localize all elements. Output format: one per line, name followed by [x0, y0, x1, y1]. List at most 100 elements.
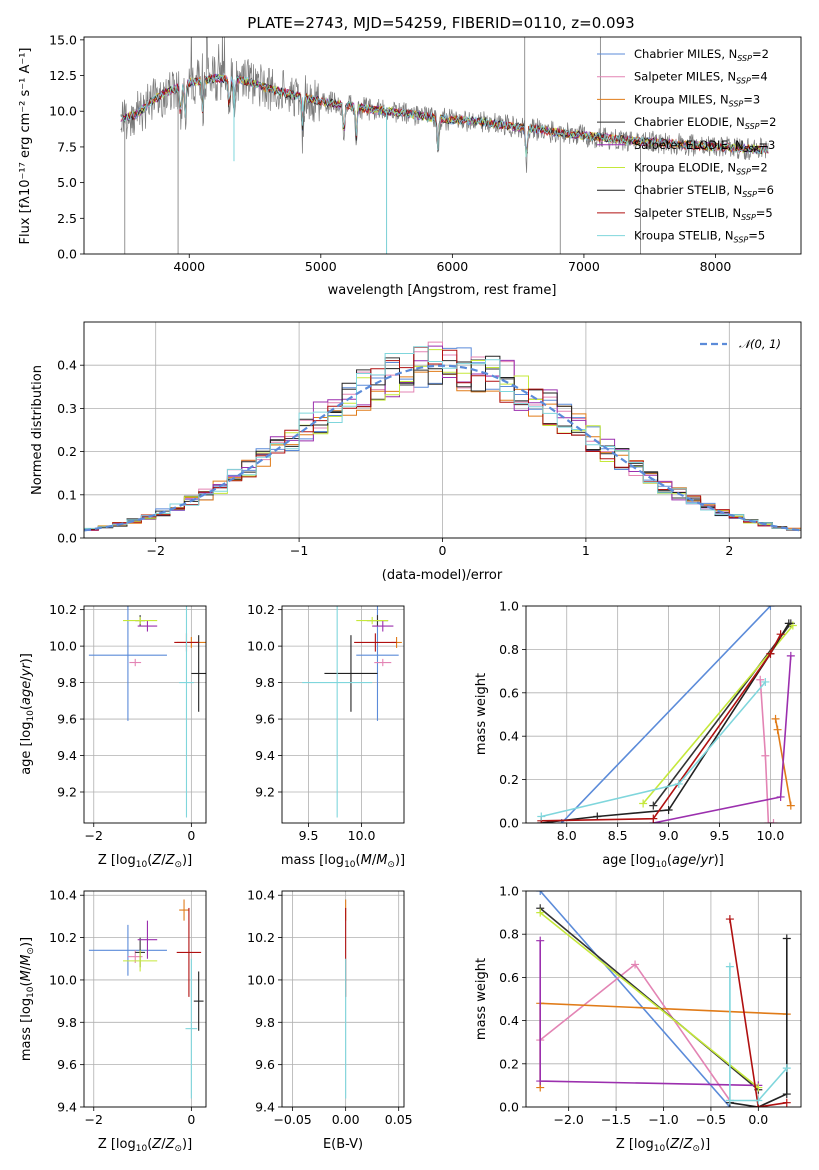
x-tick-label: 9.5 — [299, 828, 319, 843]
axes-frame — [281, 890, 405, 1108]
y-tick-label: 0.8 — [499, 927, 519, 942]
series-marker — [674, 779, 683, 788]
series-marker — [786, 651, 795, 660]
series-line — [642, 624, 794, 805]
y-tick-label: 0.6 — [499, 970, 519, 985]
x-tick-label: −1 — [290, 543, 308, 558]
x-tick-label: 8.0 — [557, 828, 577, 843]
y-tick-label: 0.8 — [499, 642, 519, 657]
spectrum-legend: Chabrier MILES, NSSP=2 Salpeter MILES, NS… — [597, 47, 776, 245]
legend-entry: Salpeter ELODIE, NSSP=3 — [634, 138, 775, 154]
plot-area — [88, 899, 204, 1099]
y-tick-label: 9.2 — [255, 785, 275, 800]
y-tick-label: 9.6 — [57, 1057, 77, 1072]
series-marker — [649, 801, 658, 810]
y-tick-label: 10.4 — [247, 888, 275, 903]
y-tick-label: 0.2 — [499, 1056, 519, 1071]
legend-entry: Salpeter STELIB, NSSP=5 — [634, 206, 773, 222]
x-axis-label: age [log10(age/yr)] — [602, 853, 724, 870]
x-tick-label: −2 — [146, 543, 164, 558]
x-tick-label: 1 — [582, 543, 590, 558]
plot-spectrum: 4000 5000 6000 7000 8000 0.0 2.5 5.0 7.5 10.0 12.5… — [18, 32, 802, 298]
x-tick-label: 8.5 — [608, 828, 628, 843]
axes-frame — [83, 321, 802, 539]
axes-frame — [525, 890, 802, 1108]
x-tick-label: −2 — [85, 828, 103, 843]
series-marker — [782, 1064, 791, 1073]
y-axis-label: mass [log10(M/M⊙)] — [19, 937, 36, 1061]
series-line — [729, 966, 788, 1102]
axes-frame — [83, 36, 802, 255]
y-tick-label: 0.6 — [499, 685, 519, 700]
plot-mass-weight-vs-z: −2.0 −1.5 −1.0 −0.5 0.0 0.0 0.2 0.4 0.6 0.8 1.0 Z [… — [474, 884, 802, 1154]
x-tick-label: 2 — [725, 543, 733, 558]
x-tick-label: 0 — [187, 1112, 195, 1127]
plot-age-vs-z: −2 0 9.2 9.4 9.6 9.8 10.0 10.2 Z [log10(Z/Z⊙)] ag… — [19, 602, 207, 870]
y-tick-label: 9.4 — [57, 1100, 77, 1115]
model-spectrum-line — [120, 74, 769, 158]
y-tick-label: 0.4 — [57, 358, 77, 373]
y-tick-label: 10.0 — [49, 972, 77, 987]
series-marker — [664, 805, 673, 814]
series-line — [561, 606, 771, 823]
series-marker — [782, 1098, 791, 1107]
axes-frame — [281, 605, 405, 824]
figure-title: PLATE=2743, MJD=54259, FIBERID=0110, z=0… — [247, 14, 634, 32]
series-marker — [631, 960, 640, 969]
y-tick-label: 10.4 — [49, 888, 77, 903]
x-tick-label: −1.5 — [601, 1112, 631, 1127]
x-axis-label: Z [log10(Z/Z⊙)] — [98, 853, 192, 870]
x-tick-label: 7000 — [568, 259, 600, 274]
plot-area — [84, 341, 801, 532]
x-tick-label: 6000 — [436, 259, 468, 274]
x-tick-label: −1.0 — [648, 1112, 678, 1127]
y-tick-label: 0.2 — [499, 772, 519, 787]
legend-entry: Kroupa ELODIE, NSSP=2 — [634, 161, 768, 177]
x-axis-label: E(B-V) — [323, 1137, 363, 1152]
series-line — [729, 918, 787, 1107]
plot-area — [302, 606, 402, 818]
series-marker — [776, 792, 785, 801]
y-tick-label: 0.2 — [57, 444, 77, 459]
y-tick-label: 9.4 — [57, 748, 77, 763]
x-tick-label: −0.05 — [273, 1112, 311, 1127]
series-marker — [756, 675, 765, 684]
y-tick-label: 9.8 — [57, 1015, 77, 1030]
series-marker — [773, 725, 782, 734]
series-marker — [536, 936, 545, 945]
y-tick-label: 10.2 — [49, 602, 77, 617]
series-marker — [536, 908, 545, 917]
y-tick-label: 12.5 — [49, 68, 77, 83]
plot-area — [536, 891, 791, 1107]
y-axis-label: mass weight — [474, 673, 489, 755]
model-spectrum-line — [120, 73, 769, 154]
series-marker — [537, 812, 546, 821]
x-tick-label: −2 — [85, 1112, 103, 1127]
x-tick-label: 0.00 — [332, 1112, 360, 1127]
series-marker — [776, 630, 785, 639]
series-marker — [725, 1096, 734, 1105]
series-marker — [766, 649, 775, 658]
series-marker — [788, 621, 797, 630]
y-tick-label: 9.4 — [255, 1100, 275, 1115]
x-tick-label: 9.5 — [710, 828, 730, 843]
y-tick-label: 9.6 — [255, 712, 275, 727]
series-line — [539, 907, 759, 1091]
series-marker — [782, 934, 791, 943]
y-tick-label: 9.8 — [57, 675, 77, 690]
series-marker — [782, 1090, 791, 1099]
x-axis-label: mass [log10(M/M⊙)] — [281, 853, 405, 870]
y-tick-label: 10.0 — [247, 972, 275, 987]
y-tick-label: 0.4 — [499, 729, 519, 744]
y-axis-label: Flux [fλ10⁻¹⁷ erg cm⁻² s⁻¹ A⁻¹] — [18, 48, 33, 245]
axes-frame — [83, 605, 207, 824]
series-marker — [536, 1077, 545, 1086]
series-marker — [754, 1096, 763, 1105]
y-tick-label: 0.0 — [57, 247, 77, 262]
y-tick-label: 15.0 — [49, 32, 77, 47]
y-tick-label: 2.5 — [57, 211, 77, 226]
series-marker — [786, 801, 795, 810]
plot-mass-vs-z: −2 0 9.4 9.6 9.8 10.0 10.2 10.4 Z [log10(Z/Z⊙)] m… — [19, 888, 207, 1154]
x-tick-label: 0 — [187, 828, 195, 843]
series-marker — [725, 915, 734, 924]
